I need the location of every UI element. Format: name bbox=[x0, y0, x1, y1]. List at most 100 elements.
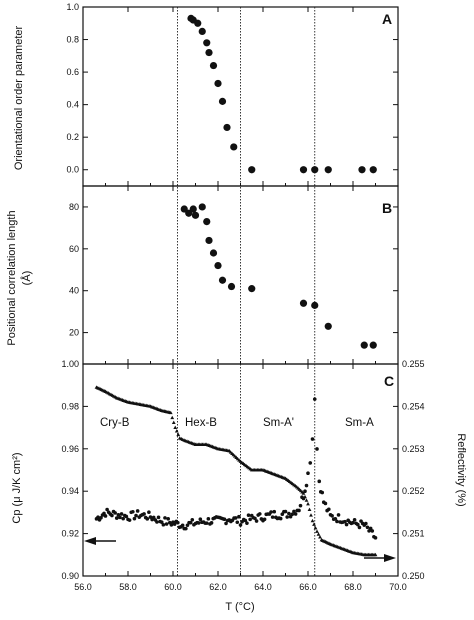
y-tick-label: 0.98 bbox=[61, 401, 79, 411]
cp-point bbox=[127, 518, 132, 522]
cp-point bbox=[110, 513, 114, 518]
cp-point bbox=[308, 461, 313, 465]
cp-point bbox=[335, 519, 339, 524]
cp-point bbox=[176, 520, 180, 525]
cp-point bbox=[166, 517, 170, 521]
cp-point bbox=[278, 516, 283, 521]
cp-point bbox=[161, 522, 166, 527]
y-tick-label: 0.4 bbox=[66, 100, 79, 110]
cp-point bbox=[373, 536, 378, 540]
cp-point bbox=[292, 509, 296, 514]
cp-point bbox=[96, 515, 100, 519]
cp-point bbox=[222, 517, 227, 522]
data-point bbox=[218, 97, 227, 105]
transition-lines bbox=[177, 7, 316, 576]
x-axis-label: T (°C) bbox=[225, 601, 254, 613]
panel-frame bbox=[82, 6, 399, 187]
cp-point bbox=[254, 519, 259, 523]
cp-point bbox=[172, 522, 177, 526]
x-tick-label: 56.0 bbox=[74, 582, 92, 592]
x-tick-label: 66.0 bbox=[299, 582, 317, 592]
cp-point bbox=[180, 523, 185, 528]
cp-point bbox=[245, 521, 249, 525]
cp-point bbox=[320, 490, 325, 495]
data-point bbox=[299, 299, 308, 307]
cp-point bbox=[147, 510, 151, 515]
y-tick-label: 20 bbox=[69, 328, 79, 338]
data-point bbox=[360, 341, 368, 349]
cp-point bbox=[124, 514, 129, 519]
cp-point bbox=[343, 519, 347, 524]
cp-point bbox=[135, 509, 140, 513]
x-tick-label: 58.0 bbox=[119, 582, 137, 592]
cp-point bbox=[310, 437, 315, 441]
cp-point bbox=[159, 520, 164, 524]
cp-point bbox=[303, 489, 307, 494]
reflectivity-point bbox=[315, 529, 319, 533]
cp-point bbox=[333, 516, 338, 521]
data-point bbox=[203, 218, 211, 226]
data-marks bbox=[94, 14, 378, 557]
cp-point bbox=[164, 522, 169, 526]
left-arrow-icon bbox=[84, 537, 116, 545]
cp-point bbox=[238, 523, 243, 527]
x-tick-label: 70.0 bbox=[389, 582, 407, 592]
cp-point bbox=[315, 447, 319, 451]
phase-label-sm-a: Sm-A bbox=[345, 417, 374, 429]
cp-point bbox=[235, 520, 240, 525]
data-point bbox=[230, 143, 238, 151]
x-tick-label: 62.0 bbox=[209, 582, 227, 592]
reflectivity-point bbox=[174, 429, 179, 433]
cp-point bbox=[312, 397, 317, 401]
reflectivity-point bbox=[301, 491, 306, 495]
data-point bbox=[311, 166, 319, 174]
reflectivity-point bbox=[173, 425, 178, 429]
y-right-tick-label: 0.255 bbox=[402, 359, 425, 369]
cp-point bbox=[196, 521, 201, 525]
cp-point bbox=[330, 513, 334, 518]
y-axis-label-cp: Cp (μ J/K cm²) bbox=[11, 452, 23, 523]
cp-point bbox=[237, 514, 241, 519]
cp-point bbox=[198, 517, 203, 522]
reflectivity-point bbox=[312, 522, 316, 526]
panel-letter-a: A bbox=[382, 11, 392, 27]
panel-letter-b: B bbox=[382, 200, 392, 216]
reflectivity-point bbox=[176, 432, 181, 437]
y-tick-label: 0.96 bbox=[61, 444, 79, 454]
cp-point bbox=[246, 513, 251, 518]
cp-point bbox=[184, 526, 188, 531]
cp-point bbox=[304, 483, 309, 488]
data-point bbox=[214, 261, 222, 270]
reflectivity-point bbox=[171, 420, 176, 425]
reflectivity-point bbox=[168, 410, 173, 415]
data-point bbox=[209, 61, 218, 70]
data-point bbox=[214, 79, 222, 88]
reflectivity-point bbox=[313, 525, 318, 530]
cp-point bbox=[285, 515, 289, 519]
y-tick-label: 60 bbox=[69, 244, 79, 254]
x-tick-label: 68.0 bbox=[344, 582, 362, 592]
cp-point bbox=[206, 517, 211, 521]
cp-point bbox=[272, 509, 277, 514]
y-tick-label: 1.0 bbox=[66, 2, 79, 12]
cp-point bbox=[287, 511, 291, 516]
data-point bbox=[189, 205, 197, 213]
cp-point bbox=[188, 520, 193, 525]
y-axis-label-reflectivity: Reflectivity (%) bbox=[455, 433, 467, 506]
data-point bbox=[248, 166, 256, 174]
cp-point bbox=[317, 479, 322, 484]
cp-point bbox=[243, 518, 248, 523]
data-point bbox=[194, 19, 202, 27]
y-tick-label: 1.00 bbox=[61, 359, 79, 369]
y-right-tick-label: 0.251 bbox=[402, 529, 425, 539]
data-point bbox=[209, 249, 218, 257]
cp-point bbox=[351, 520, 355, 525]
data-point bbox=[311, 301, 319, 309]
cp-point bbox=[306, 471, 310, 475]
cp-point bbox=[253, 516, 257, 521]
data-point bbox=[358, 166, 366, 174]
cp-point bbox=[134, 513, 138, 518]
cp-point bbox=[114, 516, 119, 520]
cp-point bbox=[145, 517, 150, 521]
